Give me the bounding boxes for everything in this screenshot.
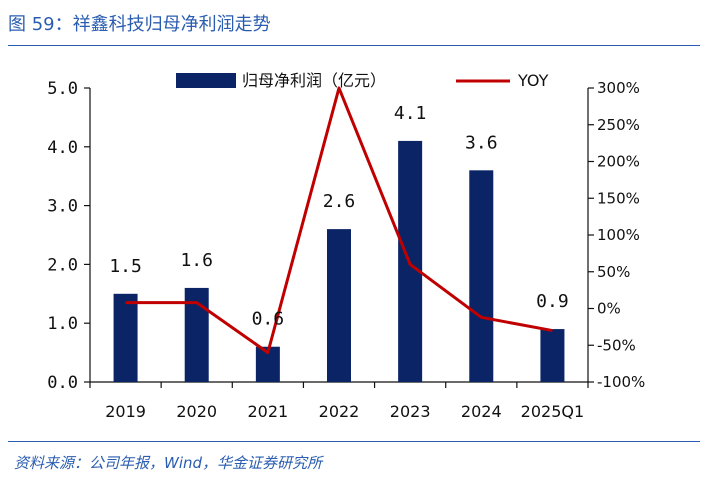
bar-2019 [113, 293, 138, 382]
y-left-tick-label: 5.0 [47, 79, 78, 99]
y-right-tick-label: 50% [597, 263, 630, 281]
y-right-tick-label: 0% [597, 300, 621, 318]
y-right-tick-label: 150% [597, 189, 640, 207]
bar-value-label: 1.6 [180, 250, 213, 271]
bar-value-label: 4.1 [394, 103, 427, 124]
bar-value-label: 2.6 [323, 191, 356, 212]
legend-label-yoy: YOY [517, 71, 549, 90]
bar-2025Q1 [540, 329, 565, 382]
y-left-tick-label: 1.0 [47, 314, 78, 334]
y-left-tick-label: 2.0 [47, 255, 78, 275]
x-category-label: 2020 [176, 402, 217, 421]
y-right-tick-label: 300% [597, 79, 640, 97]
title-rule [8, 45, 700, 46]
source-note: 资料来源：公司年报，Wind，华金证券研究所 [14, 454, 323, 472]
y-right-tick-label: 100% [597, 226, 640, 244]
bar-value-label: 0.9 [536, 291, 569, 312]
figure-title: 图 59：祥鑫科技归母净利润走势 [8, 14, 271, 35]
bar-value-label: 0.6 [252, 309, 285, 330]
x-category-label: 2022 [319, 402, 360, 421]
y-right-tick-label: -100% [597, 373, 645, 391]
y-right-tick-label: -50% [597, 336, 636, 354]
x-category-label: 2023 [390, 402, 431, 421]
y-left-tick-label: 0.0 [47, 373, 78, 393]
source-rule [8, 441, 700, 442]
y-right-tick-label: 200% [597, 153, 640, 171]
legend-swatch-net-profit [176, 73, 236, 88]
bar-2024 [469, 170, 494, 382]
x-category-label: 2025Q1 [521, 402, 585, 421]
bar-2022 [327, 229, 351, 382]
bar-value-label: 1.5 [109, 256, 142, 277]
net-profit-chart: 0.0 1.0 2.0 3.0 4.0 5.0 -100% -50% 0% 50% 100% 150%… [47, 71, 645, 421]
x-category-label: 2021 [247, 402, 288, 421]
bar-value-label: 3.6 [465, 132, 498, 153]
y-right-tick-label: 250% [597, 116, 640, 134]
legend-label-net-profit: 归母净利润（亿元） [242, 71, 386, 90]
x-category-label: 2019 [105, 402, 146, 421]
y-left-tick-label: 3.0 [47, 197, 78, 217]
y-left-tick-label: 4.0 [47, 138, 78, 158]
x-category-label: 2024 [461, 402, 502, 421]
